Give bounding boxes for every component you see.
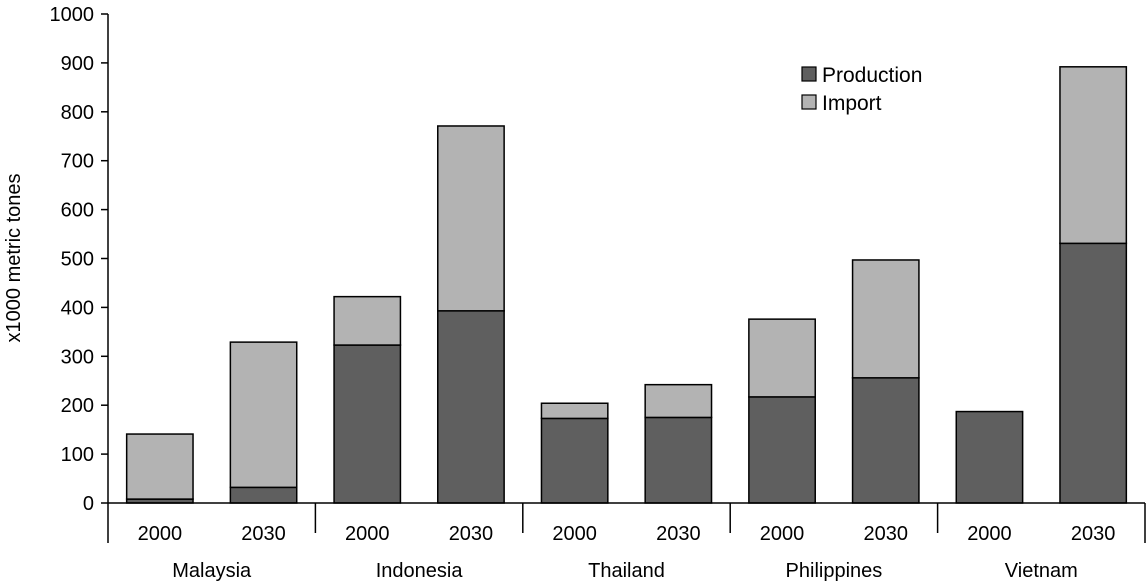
y-ticks: 0 100 200 300 400 500 600 700 800 900 1000 [50,4,108,515]
y-tick-label: 1000 [50,4,95,26]
x-tick-label: 2000 [967,523,1012,545]
legend-swatch-production [801,66,817,82]
legend-swatch-import [801,94,817,110]
x-tick-label: 2030 [864,523,909,545]
y-axis-title: x1000 metric tones [3,174,25,343]
bar-production [1059,242,1128,504]
x-tick-label: 2000 [552,523,597,545]
y-tick-label: 800 [61,102,94,124]
bar-production [333,344,402,504]
bar-import [748,318,816,398]
bar-import [437,125,505,312]
bar-import [851,259,920,379]
x-tick-label: 2030 [656,523,701,545]
bar-import [229,341,298,489]
group-label: Malaysia [172,560,252,582]
y-tick-label: 200 [61,395,94,417]
bar-production [955,410,1024,504]
bar-import [125,433,194,500]
group-label: Indonesia [376,560,464,582]
x-tick-label: 2030 [1071,523,1116,545]
bar-production [540,417,609,504]
y-tick-label: 300 [61,346,94,368]
x-tick-label: 2000 [760,523,805,545]
x-tick-label: 2030 [241,523,286,545]
y-tick-label: 500 [61,249,94,271]
bar-import [333,295,402,346]
bar-production [437,310,505,504]
x-ticks: 2000 2030 2000 2030 2000 2030 2000 2030 2000 2030… [107,503,1146,582]
y-tick-label: 700 [61,151,94,173]
bar-import [644,383,713,419]
bar-import [540,402,609,420]
y-tick-label: 900 [61,53,94,75]
y-tick-label: 600 [61,200,94,222]
x-tick-label: 2000 [345,523,390,545]
x-tick-label: 2030 [449,523,494,545]
bar-production [851,377,920,504]
group-label: Philippines [786,560,883,582]
y-tick-label: 100 [61,444,94,466]
legend: Production Import [801,64,922,115]
bars-layer [125,66,1128,504]
bar-production [644,416,713,504]
bar-production [748,396,816,504]
bar-production [229,486,298,504]
x-tick-label: 2000 [138,523,183,545]
legend-label: Import [822,92,882,115]
bar-import [1059,66,1128,245]
group-label: Thailand [588,560,665,582]
y-tick-label: 400 [61,297,94,319]
legend-label: Production [822,64,922,87]
group-label: Vietnam [1005,560,1078,582]
y-tick-label: 0 [83,493,94,515]
